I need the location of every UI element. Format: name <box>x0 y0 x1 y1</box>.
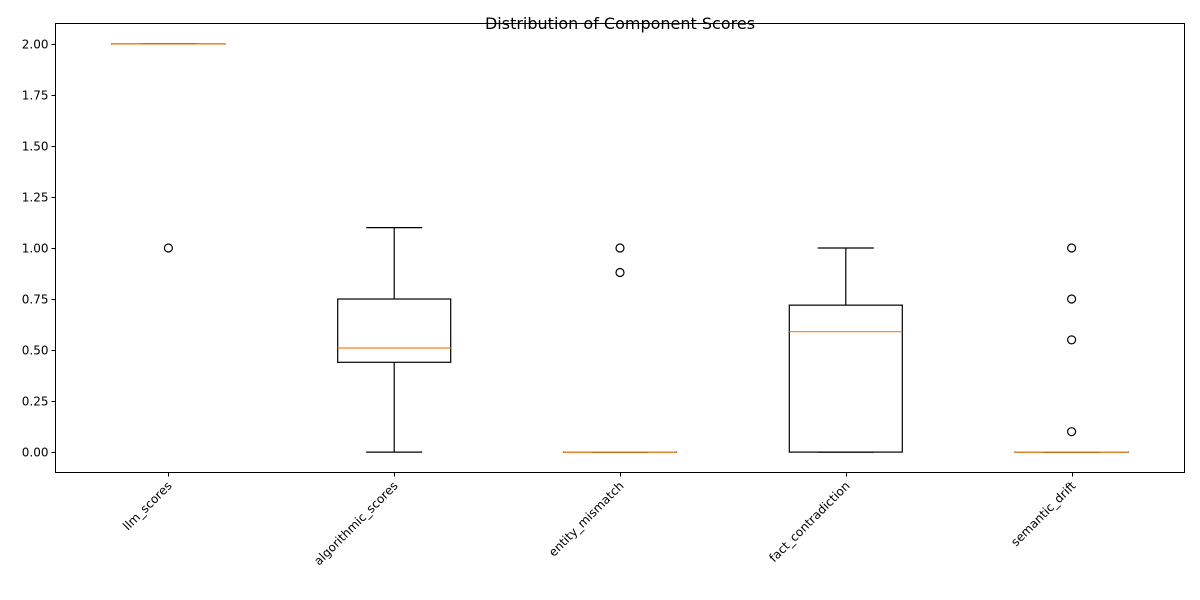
iqr-box <box>337 298 452 363</box>
x-tick-label: fact_contradiction <box>766 479 852 565</box>
x-axis: llm_scores algorithmic_scores entity_misma… <box>120 472 1079 568</box>
outlier-point <box>1066 294 1077 304</box>
x-tick-label: entity_mismatch <box>546 479 627 560</box>
box-algorithmic_scores <box>337 226 452 453</box>
outlier-point <box>1066 427 1077 437</box>
y-tick-label: 2.00 <box>22 38 49 52</box>
y-tick-label: 1.75 <box>22 89 49 103</box>
y-tick-label: 0.75 <box>22 293 49 307</box>
x-tick-label: algorithmic_scores <box>311 479 400 568</box>
box-semantic_drift <box>1014 243 1129 453</box>
x-tick-label: llm_scores <box>120 479 174 533</box>
y-tick-label: 1.25 <box>22 191 49 205</box>
box-fact_contradiction <box>788 247 903 453</box>
outlier-point <box>1066 243 1077 253</box>
y-axis: 0.00 0.25 0.50 0.75 1.00 1.25 1.50 1.75 2.00 <box>22 38 56 460</box>
outlier-point <box>1066 335 1077 345</box>
y-tick-label: 1.00 <box>22 242 49 256</box>
y-tick-label: 1.50 <box>22 140 49 154</box>
box-series <box>111 43 1129 453</box>
x-tick-label: semantic_drift <box>1008 479 1079 550</box>
outlier-point <box>615 267 625 278</box>
plot-frame <box>55 23 1185 473</box>
y-tick-label: 0.25 <box>22 395 49 409</box>
box-entity_mismatch <box>562 243 678 453</box>
box-llm_scores <box>111 43 226 253</box>
outlier-point <box>615 243 625 253</box>
outlier-point <box>163 243 173 253</box>
iqr-box <box>788 304 903 453</box>
y-tick-label: 0.00 <box>22 446 49 460</box>
y-tick-label: 0.50 <box>22 344 49 358</box>
